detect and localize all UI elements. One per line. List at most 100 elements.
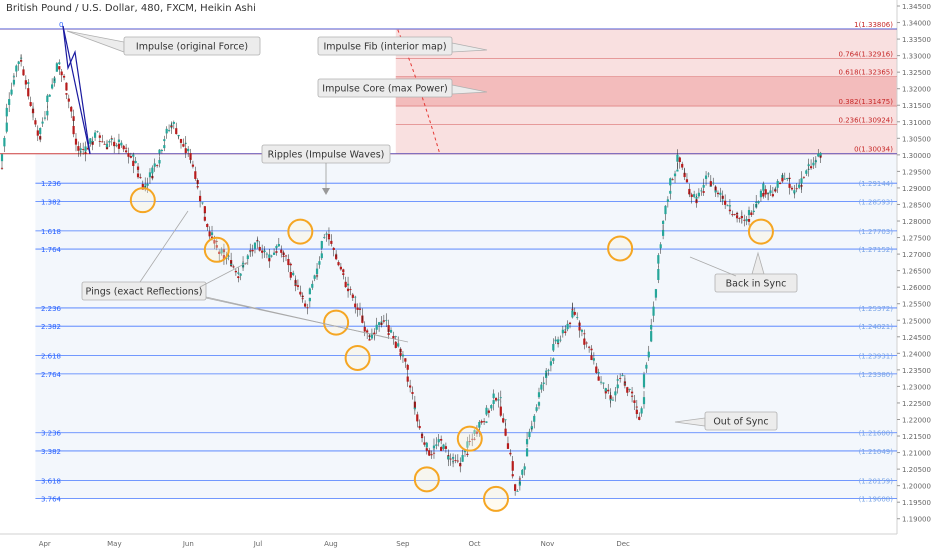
y-tick-label: 1.25000 [902, 317, 931, 325]
candle-body [29, 102, 32, 106]
candle-body [62, 75, 66, 78]
callout-ripples: Ripples (Impulse Waves) [261, 144, 391, 164]
candle-body [504, 428, 507, 436]
candle-body [509, 452, 512, 455]
candle-body [256, 241, 259, 243]
candle-body [800, 178, 803, 184]
candle-body [354, 303, 357, 308]
callout-box [317, 78, 453, 98]
candle-body [308, 288, 311, 295]
candle-body [215, 245, 218, 248]
candle-body [762, 193, 765, 197]
candle-body [440, 438, 443, 441]
candle-body [571, 310, 574, 318]
candle-body [707, 173, 710, 175]
candle-body [0, 154, 4, 162]
candle-body [93, 132, 97, 138]
candle-body [136, 173, 140, 178]
candle-body [757, 201, 760, 204]
candle-body [712, 182, 715, 184]
candle-body [564, 331, 567, 333]
callout-text: Out of Sync [713, 417, 768, 428]
candle-body [788, 183, 791, 188]
candle-body [163, 139, 166, 142]
candle-body [750, 212, 753, 216]
impulse-line-inner [62, 25, 91, 155]
candle-body [141, 183, 144, 190]
y-tick-label: 1.23000 [902, 383, 931, 391]
y-tick-label: 1.30000 [902, 152, 931, 160]
x-tick-label: Nov [541, 540, 555, 548]
candle-body [196, 186, 199, 188]
candle-body [239, 273, 242, 276]
candle-body [762, 183, 765, 191]
x-tick-label: Sep [396, 540, 410, 548]
candle-body [724, 200, 727, 205]
candle-body [5, 107, 8, 117]
candle-body [399, 353, 402, 356]
candle-body [136, 166, 140, 170]
impulse-zero-label: 0 [59, 21, 63, 29]
candle-body [554, 339, 557, 342]
candle-body [284, 255, 288, 257]
candle-body [306, 307, 309, 309]
candle-body [456, 460, 459, 462]
y-tick-label: 1.27500 [902, 235, 931, 243]
candle-body [499, 406, 502, 416]
ping-circle [129, 187, 156, 214]
candle-body [354, 296, 357, 298]
candle-body [270, 255, 273, 257]
candle-body [351, 294, 354, 298]
candle-body [812, 162, 815, 166]
candle-body [619, 378, 622, 379]
candle-body [86, 147, 90, 150]
extension-ratio-label: 3.618 [41, 477, 61, 485]
ping-circle [287, 218, 314, 245]
candle-body [504, 419, 507, 421]
candle-body [327, 234, 331, 238]
candle-body [356, 307, 359, 310]
candle-body [669, 178, 672, 186]
candle-body [227, 255, 230, 257]
extension-price-label: (1.23380) [859, 371, 894, 379]
candle-body [659, 244, 662, 249]
candle-body [635, 409, 638, 414]
y-tick-label: 1.25500 [902, 301, 931, 309]
upper-fib-label: 0.764(1.32916) [839, 50, 894, 58]
candle-body [184, 148, 187, 153]
candle-body [246, 255, 249, 260]
candle-body [387, 333, 390, 335]
candle-body [681, 163, 684, 168]
candle-body [514, 484, 517, 491]
callout-out-of-sync: Out of Sync [674, 411, 778, 431]
candle-body [583, 338, 586, 345]
candle-body [545, 370, 548, 372]
callout-box [123, 36, 261, 56]
candle-body [437, 439, 440, 443]
candle-body [511, 461, 514, 471]
extension-price-label: (1.21049) [859, 448, 894, 456]
candle-body [82, 149, 85, 150]
candle-body [170, 125, 173, 127]
candle-body [714, 190, 717, 193]
candle-body [280, 249, 283, 253]
candle-body [454, 460, 457, 461]
candle-body [475, 431, 479, 434]
candle-body [759, 190, 763, 198]
callout-box [81, 281, 207, 301]
candle-body [115, 145, 118, 147]
candle-body [528, 431, 531, 438]
callout-text: Ripples (Impulse Waves) [268, 150, 385, 161]
ping-circle [203, 236, 230, 263]
upper-fib-label: 0.236(1.30924) [839, 116, 894, 124]
candle-body [726, 205, 729, 207]
candle-body [203, 206, 206, 214]
callout-box [317, 36, 453, 56]
x-tick-label: May [107, 540, 121, 548]
candle-body [401, 354, 405, 357]
candle-body [27, 88, 30, 97]
candle-body [738, 218, 741, 219]
callout-impulse-fib: Impulse Fib (interior map) [317, 36, 488, 56]
candle-body [134, 160, 137, 164]
candle-body [482, 421, 486, 423]
